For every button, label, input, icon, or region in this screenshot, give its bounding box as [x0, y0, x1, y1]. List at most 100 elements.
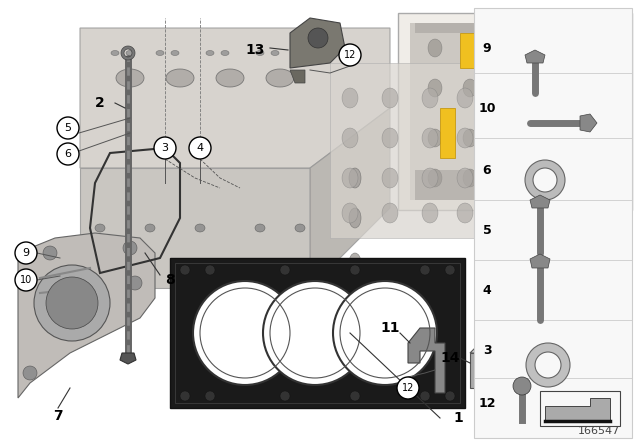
Polygon shape — [310, 108, 390, 288]
Bar — [540, 391, 620, 426]
Polygon shape — [408, 328, 445, 393]
Polygon shape — [410, 23, 620, 200]
Ellipse shape — [463, 129, 477, 147]
Ellipse shape — [463, 39, 477, 57]
Circle shape — [333, 281, 437, 385]
Ellipse shape — [256, 51, 264, 56]
Text: 12: 12 — [402, 383, 414, 393]
Polygon shape — [18, 233, 155, 398]
Polygon shape — [440, 108, 455, 158]
Ellipse shape — [295, 224, 305, 232]
Ellipse shape — [255, 224, 265, 232]
Ellipse shape — [382, 168, 398, 188]
Circle shape — [43, 246, 57, 260]
Circle shape — [280, 265, 290, 275]
Ellipse shape — [382, 128, 398, 148]
Text: 4: 4 — [196, 143, 204, 153]
Ellipse shape — [428, 39, 442, 57]
Text: 6: 6 — [65, 149, 72, 159]
Ellipse shape — [342, 203, 358, 223]
Bar — [415, 23, 620, 33]
Polygon shape — [520, 346, 527, 388]
Ellipse shape — [145, 224, 155, 232]
Polygon shape — [530, 195, 550, 208]
Circle shape — [350, 391, 360, 401]
Circle shape — [263, 281, 367, 385]
Ellipse shape — [195, 224, 205, 232]
Text: 6: 6 — [483, 164, 492, 177]
Ellipse shape — [271, 51, 279, 56]
Polygon shape — [570, 48, 590, 98]
Ellipse shape — [428, 79, 442, 97]
Text: 12: 12 — [344, 50, 356, 60]
Ellipse shape — [578, 39, 592, 57]
Bar — [398, 13, 632, 210]
Ellipse shape — [543, 129, 557, 147]
Ellipse shape — [463, 169, 477, 187]
Bar — [474, 8, 632, 438]
Text: 10: 10 — [20, 275, 32, 285]
Ellipse shape — [503, 129, 517, 147]
Bar — [330, 63, 510, 238]
Circle shape — [180, 265, 190, 275]
Polygon shape — [525, 50, 545, 63]
Circle shape — [46, 277, 98, 329]
Circle shape — [23, 366, 37, 380]
Ellipse shape — [457, 88, 473, 108]
Ellipse shape — [457, 203, 473, 223]
Ellipse shape — [457, 128, 473, 148]
Circle shape — [308, 28, 328, 48]
Text: 7: 7 — [53, 409, 63, 423]
Ellipse shape — [422, 128, 438, 148]
Circle shape — [154, 137, 176, 159]
Polygon shape — [290, 70, 305, 83]
Text: 4: 4 — [483, 284, 492, 297]
Bar — [415, 170, 620, 200]
Ellipse shape — [111, 51, 119, 56]
Ellipse shape — [166, 69, 194, 87]
Text: 166547: 166547 — [578, 426, 620, 436]
Polygon shape — [120, 353, 136, 364]
Ellipse shape — [428, 169, 442, 187]
Text: 12: 12 — [478, 396, 496, 409]
Ellipse shape — [349, 208, 361, 228]
Ellipse shape — [342, 168, 358, 188]
Ellipse shape — [382, 203, 398, 223]
Circle shape — [34, 265, 110, 341]
Text: 5: 5 — [65, 123, 72, 133]
Circle shape — [189, 137, 211, 159]
Ellipse shape — [382, 88, 398, 108]
Circle shape — [280, 391, 290, 401]
Ellipse shape — [503, 79, 517, 97]
Polygon shape — [530, 254, 550, 268]
Ellipse shape — [543, 79, 557, 97]
Text: 1: 1 — [453, 411, 463, 425]
Ellipse shape — [422, 88, 438, 108]
Polygon shape — [290, 18, 345, 68]
Polygon shape — [460, 33, 490, 68]
Polygon shape — [545, 398, 610, 421]
Polygon shape — [470, 346, 527, 353]
Circle shape — [445, 265, 455, 275]
Ellipse shape — [422, 168, 438, 188]
Ellipse shape — [578, 169, 592, 187]
Circle shape — [128, 276, 142, 290]
Ellipse shape — [503, 169, 517, 187]
Circle shape — [339, 44, 361, 66]
Text: 5: 5 — [483, 224, 492, 237]
Circle shape — [397, 377, 419, 399]
Ellipse shape — [221, 51, 229, 56]
Ellipse shape — [266, 69, 294, 87]
Text: 9: 9 — [22, 248, 29, 258]
Polygon shape — [580, 114, 597, 132]
Circle shape — [445, 391, 455, 401]
Ellipse shape — [428, 129, 442, 147]
Ellipse shape — [126, 51, 134, 56]
Text: 9: 9 — [483, 42, 492, 55]
Polygon shape — [80, 28, 390, 168]
Ellipse shape — [171, 51, 179, 56]
Circle shape — [15, 242, 37, 264]
Bar — [170, 258, 465, 408]
Ellipse shape — [342, 88, 358, 108]
Text: 11: 11 — [380, 321, 400, 335]
